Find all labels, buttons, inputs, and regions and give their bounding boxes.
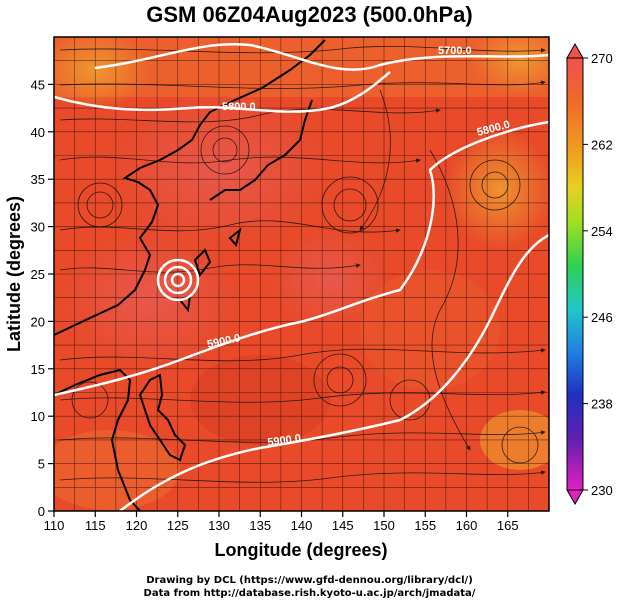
map-title: GSM 06Z04Aug2023 (500.0hPa) [146,2,473,27]
typhoon-center [156,258,200,302]
colorbar-scale [566,57,584,491]
contour-label: 5800.0 [222,101,256,113]
x-tick-label: 160 [456,518,478,533]
x-axis: 110 115 120 125 130 135 140 145 150 155 160 165 [44,511,519,533]
x-tick-label: 155 [414,518,436,533]
x-tick-label: 165 [497,518,519,533]
y-tick-label: 0 [38,504,45,519]
x-tick-label: 145 [332,518,354,533]
x-tick-label: 110 [44,518,65,533]
contour-label: 5700.0 [438,45,472,57]
y-tick-label: 10 [31,409,45,424]
colorbar-tick-label: 246 [591,310,613,325]
colorbar-tick-label: 270 [591,51,613,66]
colorbar-top-arrow [566,42,584,59]
y-tick-label: 40 [31,125,45,140]
y-tick-label: 15 [31,362,45,377]
height-contours [54,43,549,511]
x-tick-label: 140 [291,518,313,533]
x-tick-label: 115 [85,518,106,533]
colorbar: 270 262 254 246 238 230 [566,42,613,506]
x-tick-label: 130 [208,518,230,533]
y-tick-label: 35 [31,172,45,187]
credit-line-1: Drawing by DCL (https://www.gfd-dennou.o… [146,575,473,586]
x-tick-label: 150 [373,518,395,533]
y-axis-label: Latitude (degrees) [4,196,24,352]
x-axis-label: Longitude (degrees) [214,540,387,560]
y-tick-label: 20 [31,314,45,329]
y-tick-label: 25 [31,267,45,282]
colorbar-bottom-arrow [566,489,584,506]
y-axis: 0 5 10 15 20 25 30 35 40 45 [31,77,54,519]
x-tick-label: 135 [249,518,271,533]
colorbar-tick-label: 254 [591,224,613,239]
x-tick-label: 120 [126,518,148,533]
contour-label: 5900.0 [267,432,302,449]
colorbar-tick-label: 230 [591,483,613,498]
y-tick-label: 5 [38,457,45,472]
credit-line-2: Data from http://database.rish.kyoto-u.a… [143,588,476,599]
y-tick-label: 30 [31,220,45,235]
x-tick-label: 125 [167,518,189,533]
y-tick-label: 45 [31,77,45,92]
colorbar-tick-label: 262 [591,137,613,152]
temperature-field [54,37,549,511]
colorbar-tick-label: 238 [591,397,613,412]
